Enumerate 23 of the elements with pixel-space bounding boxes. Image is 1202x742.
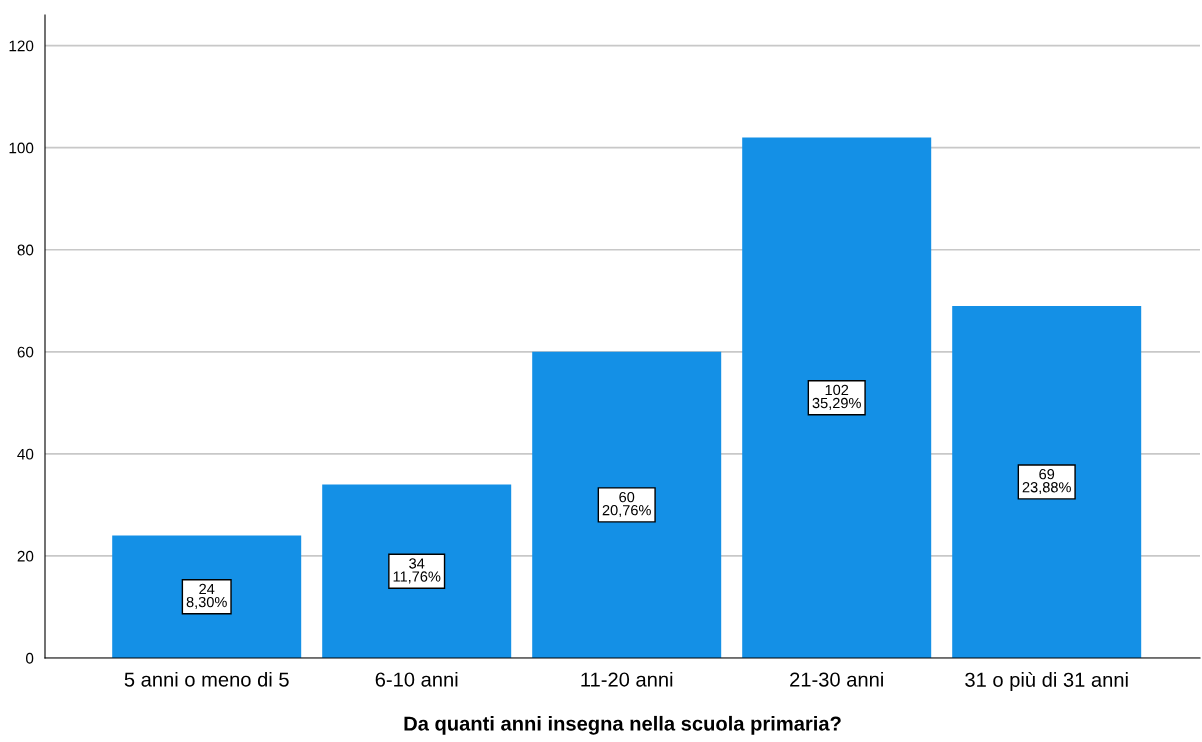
x-axis-title: Da quanti anni insegna nella scuola primaria? — [404, 715, 841, 735]
bar — [322, 484, 512, 658]
y-tick-label: 100 — [9, 142, 34, 154]
bar — [112, 535, 302, 658]
y-tick-label: 20 — [17, 550, 34, 562]
data-label: 34 11,76% — [393, 558, 441, 584]
bar — [952, 305, 1142, 658]
bar — [532, 351, 722, 658]
y-tick-label: 80 — [17, 244, 34, 256]
y-tick-label: 40 — [17, 448, 34, 460]
y-tick-label: 60 — [17, 346, 34, 358]
y-tick-label: 120 — [9, 40, 34, 52]
x-tick-label: 21-30 anni — [790, 671, 883, 687]
data-label: 60 20,76% — [602, 491, 651, 518]
bar — [742, 137, 932, 658]
data-label: 102 35,29% — [812, 384, 861, 410]
y-tick-label: 0 — [25, 652, 34, 664]
data-label: 24 8,30% — [186, 583, 227, 609]
x-tick-label: 31 o più di 31 anni — [965, 671, 1128, 691]
x-tick-label: 11-20 anni — [581, 671, 673, 687]
data-label: 69 23,88% — [1022, 469, 1071, 495]
x-tick-label: 6-10 anni — [375, 671, 458, 687]
x-tick-label: 5 anni o meno di 5 — [124, 671, 289, 687]
